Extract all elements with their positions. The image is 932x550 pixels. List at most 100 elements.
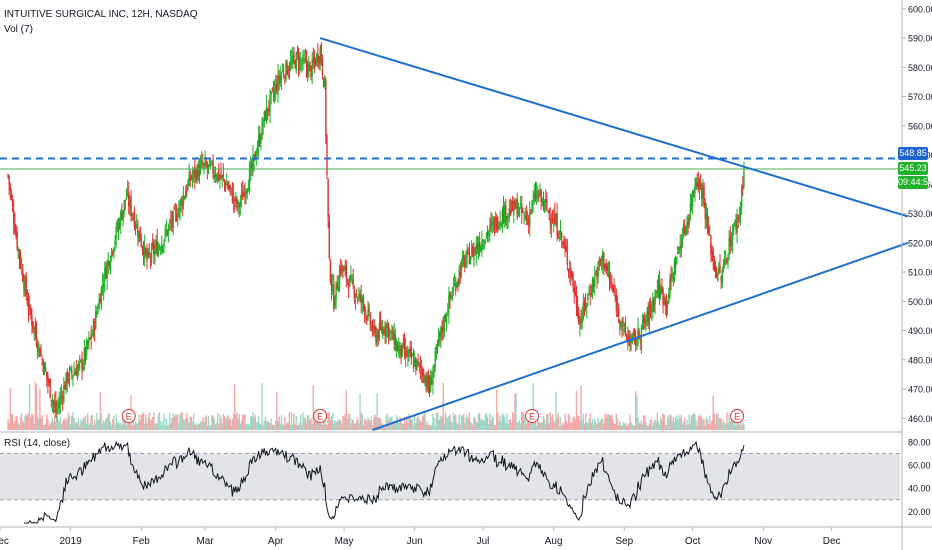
candle-body[interactable] xyxy=(363,305,366,315)
candle-body[interactable] xyxy=(126,191,129,195)
candle-body[interactable] xyxy=(541,198,544,203)
candle-body[interactable] xyxy=(720,276,722,282)
candle-body[interactable] xyxy=(199,163,202,174)
candle-body[interactable] xyxy=(316,54,318,63)
candle-body[interactable] xyxy=(113,247,115,255)
candle-body[interactable] xyxy=(492,220,495,227)
candle-body[interactable] xyxy=(314,60,317,66)
candle-body[interactable] xyxy=(560,233,563,239)
candle-body[interactable] xyxy=(398,346,400,354)
candle-body[interactable] xyxy=(109,261,112,269)
candle-body[interactable] xyxy=(246,189,248,194)
candle-body[interactable] xyxy=(182,195,185,206)
candle-body[interactable] xyxy=(707,226,710,233)
candle-body[interactable] xyxy=(244,191,246,198)
candle-body[interactable] xyxy=(302,55,304,62)
candle-body[interactable] xyxy=(51,400,54,402)
candle-body[interactable] xyxy=(287,71,289,73)
candle-body[interactable] xyxy=(604,264,606,270)
candle-body[interactable] xyxy=(526,219,529,223)
candle-body[interactable] xyxy=(104,267,106,282)
candle-body[interactable] xyxy=(170,220,172,223)
candle-body[interactable] xyxy=(320,44,322,63)
candle-body[interactable] xyxy=(68,369,71,383)
candle-body[interactable] xyxy=(7,175,9,177)
candle-body[interactable] xyxy=(38,343,40,348)
candle-body[interactable] xyxy=(224,182,227,188)
candle-body[interactable] xyxy=(382,327,384,336)
candle-body[interactable] xyxy=(256,149,259,154)
candle-body[interactable] xyxy=(153,245,155,255)
candle-body[interactable] xyxy=(48,381,50,383)
candle-body[interactable] xyxy=(273,88,276,96)
candle-body[interactable] xyxy=(656,289,659,292)
candle-body[interactable] xyxy=(425,381,427,386)
candle-body[interactable] xyxy=(165,230,168,232)
candle-body[interactable] xyxy=(262,124,264,126)
candle-body[interactable] xyxy=(622,321,624,325)
candle-body[interactable] xyxy=(71,369,73,374)
candle-body[interactable] xyxy=(245,191,247,194)
candle-body[interactable] xyxy=(628,335,630,340)
candle-body[interactable] xyxy=(524,216,526,218)
candle-body[interactable] xyxy=(155,242,157,247)
candle-body[interactable] xyxy=(462,255,465,259)
candle-body[interactable] xyxy=(645,320,647,325)
candle-body[interactable] xyxy=(65,372,67,390)
candle-body[interactable] xyxy=(572,272,574,287)
candle-body[interactable] xyxy=(478,242,481,250)
candle-body[interactable] xyxy=(702,189,704,196)
candle-body[interactable] xyxy=(281,70,284,72)
candle-body[interactable] xyxy=(186,188,188,193)
candle-body[interactable] xyxy=(322,77,325,87)
earnings-marker[interactable]: E xyxy=(525,409,540,423)
candle-body[interactable] xyxy=(134,223,137,227)
candle-body[interactable] xyxy=(559,229,562,234)
candle-body[interactable] xyxy=(265,105,268,123)
candle-body[interactable] xyxy=(742,186,744,189)
candle-body[interactable] xyxy=(642,316,645,322)
candle-body[interactable] xyxy=(650,308,653,312)
candle-body[interactable] xyxy=(521,205,523,213)
candle-body[interactable] xyxy=(514,201,516,210)
candle-body[interactable] xyxy=(156,240,158,256)
candle-body[interactable] xyxy=(418,362,420,365)
candle-body[interactable] xyxy=(401,343,403,357)
candle-body[interactable] xyxy=(432,373,434,385)
candle-body[interactable] xyxy=(326,135,328,176)
candle-body[interactable] xyxy=(177,217,179,219)
candle-body[interactable] xyxy=(261,121,263,140)
candle-body[interactable] xyxy=(387,323,390,338)
candle-body[interactable] xyxy=(207,164,210,166)
candle-body[interactable] xyxy=(412,358,415,368)
candle-body[interactable] xyxy=(115,226,117,239)
candle-body[interactable] xyxy=(212,160,214,174)
candle-body[interactable] xyxy=(339,266,342,272)
candle-body[interactable] xyxy=(306,64,309,75)
candle-body[interactable] xyxy=(16,231,18,249)
candle-body[interactable] xyxy=(636,340,638,342)
candle-body[interactable] xyxy=(12,210,15,224)
candle-body[interactable] xyxy=(331,283,334,288)
candle-body[interactable] xyxy=(402,343,405,345)
candle-body[interactable] xyxy=(663,300,665,305)
candle-body[interactable] xyxy=(542,202,545,207)
candle-body[interactable] xyxy=(379,321,382,328)
candle-body[interactable] xyxy=(453,282,456,286)
candle-body[interactable] xyxy=(141,246,144,250)
candle-body[interactable] xyxy=(252,156,254,170)
candle-body[interactable] xyxy=(395,343,398,352)
candle-body[interactable] xyxy=(202,163,204,166)
candle-body[interactable] xyxy=(237,201,239,206)
candle-body[interactable] xyxy=(539,190,541,196)
candle-body[interactable] xyxy=(400,345,402,356)
candle-body[interactable] xyxy=(172,211,174,229)
candle-body[interactable] xyxy=(428,384,431,392)
candle-body[interactable] xyxy=(321,59,324,75)
candle-body[interactable] xyxy=(285,60,287,81)
candle-body[interactable] xyxy=(269,94,271,113)
candle-body[interactable] xyxy=(352,279,354,286)
candle-body[interactable] xyxy=(719,265,721,273)
candle-body[interactable] xyxy=(317,53,319,63)
candle-body[interactable] xyxy=(366,316,368,321)
